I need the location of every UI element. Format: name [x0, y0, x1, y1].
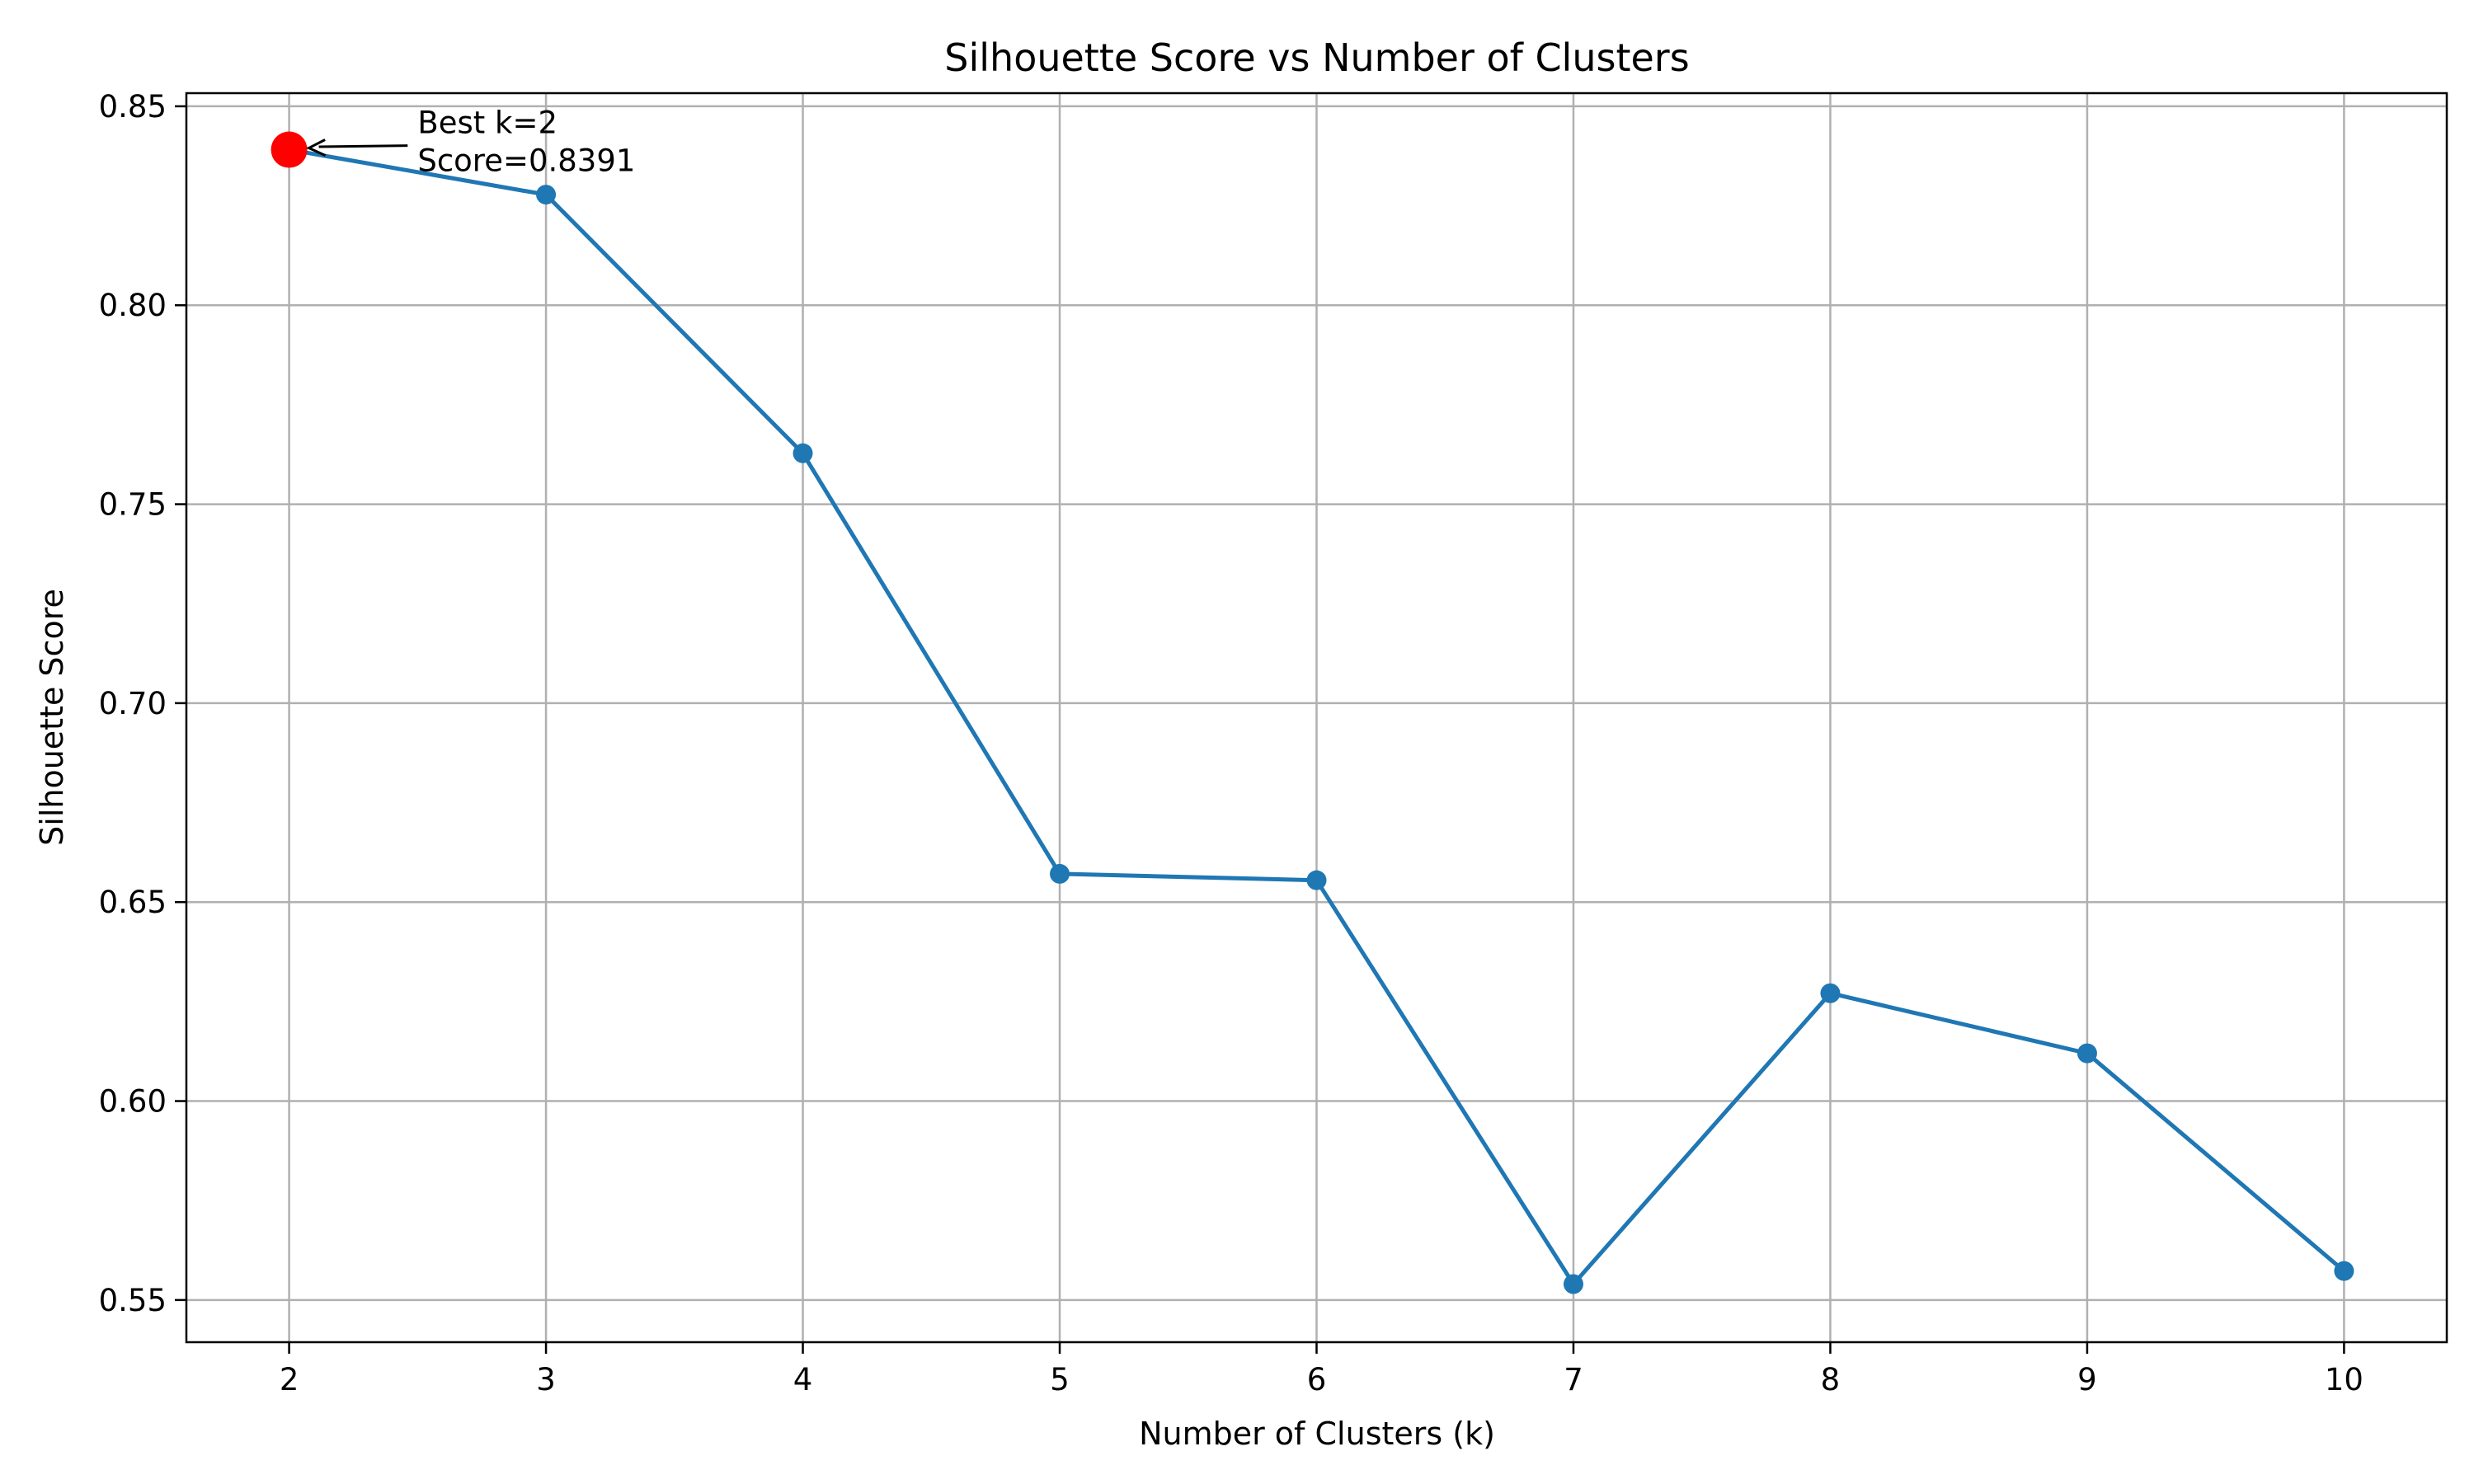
data-point: [2334, 1261, 2354, 1281]
axis-ticks: 2 3 4 5 6 7 8 9 10 0.55 0.60 0.65 0.70 0.75 0.80 0.85: [99, 89, 2363, 1397]
chart-title: Silhouette Score vs Number of Clusters: [944, 35, 1689, 80]
x-tick-label: 3: [536, 1362, 556, 1397]
x-tick-label: 5: [1050, 1362, 1070, 1397]
data-point: [536, 185, 557, 205]
x-axis-label: Number of Clusters (k): [1139, 1416, 1495, 1452]
y-tick-label: 0.55: [99, 1283, 167, 1318]
data-point: [1306, 870, 1327, 890]
x-tick-label: 7: [1564, 1362, 1583, 1397]
x-tick-label: 10: [2325, 1362, 2363, 1397]
data-point: [793, 443, 813, 463]
data-point: [2077, 1043, 2097, 1064]
y-tick-label: 0.85: [99, 89, 167, 124]
data-point: [1820, 983, 1841, 1003]
data-point: [1563, 1274, 1583, 1294]
x-tick-label: 4: [793, 1362, 813, 1397]
y-tick-label: 0.70: [99, 686, 167, 721]
grid-lines: [186, 93, 2447, 1342]
x-tick-label: 6: [1307, 1362, 1327, 1397]
annotation-text: Score=0.8391: [417, 143, 635, 179]
y-tick-label: 0.65: [99, 885, 167, 920]
y-axis-label: Silhouette Score: [34, 589, 70, 846]
data-point: [1050, 863, 1070, 884]
best-point-marker: [270, 131, 308, 168]
annotation-arrow-shaft: [318, 144, 408, 148]
x-tick-label: 2: [280, 1362, 299, 1397]
x-tick-label: 8: [1821, 1362, 1841, 1397]
y-tick-label: 0.80: [99, 288, 167, 323]
x-tick-label: 9: [2077, 1362, 2097, 1397]
annotation-text: Best k=2: [417, 106, 557, 141]
y-tick-label: 0.60: [99, 1084, 167, 1120]
y-tick-label: 0.75: [99, 487, 167, 523]
annotation-arrow-head: [306, 139, 327, 157]
